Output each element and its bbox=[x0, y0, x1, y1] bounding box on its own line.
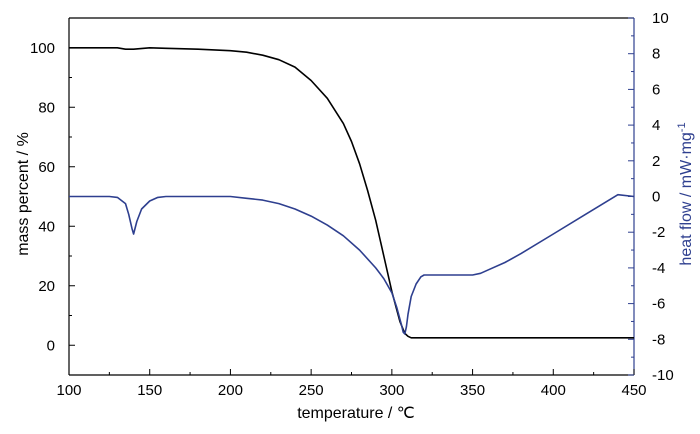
left-y-tick-label: 0 bbox=[47, 337, 55, 354]
x-tick-label: 200 bbox=[218, 382, 243, 399]
right-y-tick-label: 2 bbox=[652, 153, 660, 170]
heat-flow-curve bbox=[69, 193, 635, 335]
right-y-tick-label: 10 bbox=[652, 10, 669, 27]
x-axis: 100 150 200 250 300 350 400 450 bbox=[56, 369, 647, 399]
right-y-tick-label: -10 bbox=[652, 367, 674, 384]
x-tick-label: 300 bbox=[379, 382, 404, 399]
left-y-tick-label: 80 bbox=[38, 99, 55, 116]
x-tick-label: 100 bbox=[56, 382, 81, 399]
right-y-axis-title-superscript: -1 bbox=[676, 122, 688, 132]
right-y-axis-title-main: heat flow / mW·mg bbox=[678, 132, 695, 265]
right-y-tick-label: -4 bbox=[652, 260, 665, 277]
x-tick-label: 450 bbox=[621, 382, 646, 399]
right-y-tick-label: 6 bbox=[652, 81, 660, 98]
x-tick-label: 350 bbox=[460, 382, 485, 399]
mass-percent-curve bbox=[69, 46, 634, 339]
right-y-axis: -10 -8 -6 -4 -2 0 2 4 6 8 10 bbox=[628, 10, 674, 384]
left-y-tick-label: 20 bbox=[38, 278, 55, 295]
right-y-tick-label: 0 bbox=[652, 189, 660, 206]
right-y-tick-label: -2 bbox=[652, 224, 665, 241]
x-axis-title: temperature / ℃ bbox=[297, 405, 415, 422]
right-y-tick-label: 8 bbox=[652, 46, 660, 63]
left-y-tick-label: 40 bbox=[38, 218, 55, 235]
right-y-tick-label: -8 bbox=[652, 331, 665, 348]
right-y-tick-label: -6 bbox=[652, 296, 665, 313]
left-y-axis: 0 20 40 60 80 100 bbox=[30, 17, 75, 376]
plot-frame bbox=[68, 17, 635, 376]
left-y-axis-title: mass percent / % bbox=[15, 132, 32, 256]
right-y-axis-title: heat flow / mW·mg-1 bbox=[676, 122, 695, 265]
x-tick-label: 250 bbox=[299, 382, 324, 399]
right-y-tick-label: 4 bbox=[652, 117, 660, 134]
x-tick-label: 150 bbox=[137, 382, 162, 399]
left-y-tick-label: 100 bbox=[30, 40, 55, 57]
x-tick-label: 400 bbox=[541, 382, 566, 399]
series-layer bbox=[69, 46, 635, 339]
left-y-tick-label: 60 bbox=[38, 159, 55, 176]
